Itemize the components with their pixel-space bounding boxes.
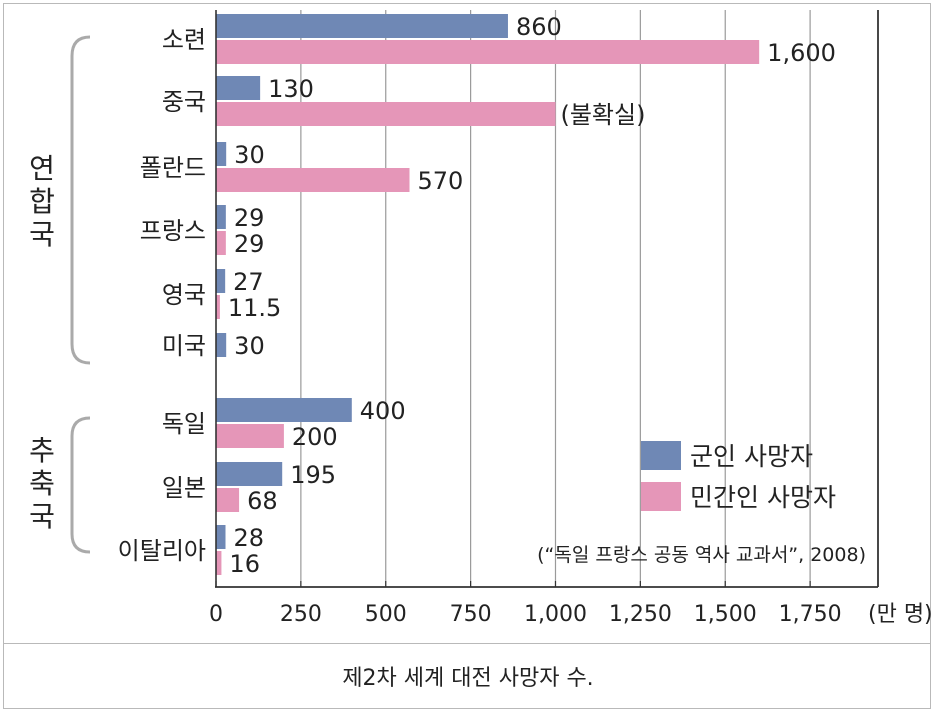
- x-tick-label-7: 1,750: [779, 602, 842, 627]
- bar-military-3: [216, 205, 226, 229]
- value-label-military-6: 400: [360, 397, 406, 425]
- group-label-allies-char-2: 국: [29, 218, 55, 251]
- category-label-7: 일본: [162, 474, 206, 502]
- value-label-civilian-7: 68: [247, 487, 278, 515]
- legend-label-civilian: 민간인 사망자: [690, 483, 836, 512]
- legend-swatch-military: [641, 441, 681, 470]
- bar-civilian-6: [216, 424, 284, 448]
- bar-military-4: [216, 269, 226, 293]
- group-label-axis-char-2: 국: [29, 500, 55, 533]
- value-label-military-4: 27: [233, 268, 264, 296]
- group-bracket-allies: [70, 35, 91, 365]
- value-label-military-1: 130: [268, 75, 314, 103]
- bar-civilian-3: [216, 231, 226, 255]
- category-label-5: 미국: [162, 332, 206, 360]
- bar-civilian-2: [216, 168, 410, 192]
- bar-military-5: [216, 333, 227, 357]
- value-label-military-3: 29: [234, 204, 265, 232]
- category-label-2: 폴란드: [140, 154, 206, 182]
- value-label-civilian-1: (불확실): [560, 101, 645, 129]
- bar-civilian-0: [216, 40, 760, 64]
- group-label-axis-char-0: 추: [29, 434, 55, 467]
- x-tick-label-4: 1,000: [524, 602, 587, 627]
- x-tick-label-3: 750: [450, 602, 492, 627]
- value-label-civilian-6: 200: [292, 423, 338, 451]
- value-label-civilian-2: 570: [418, 167, 464, 195]
- x-tick-label-6: 1,500: [694, 602, 757, 627]
- bar-civilian-8: [216, 551, 222, 575]
- value-label-military-7: 195: [290, 461, 336, 489]
- bar-civilian-4: [216, 295, 220, 319]
- category-label-4: 영국: [162, 281, 206, 309]
- bar-military-2: [216, 142, 227, 166]
- x-axis-unit: (만 명): [868, 602, 933, 627]
- category-label-0: 소련: [162, 26, 206, 54]
- figure-frame: [3, 3, 931, 709]
- x-tick-label-5: 1,250: [609, 602, 672, 627]
- group-bracket-axis: [70, 416, 91, 554]
- bar-civilian-1: [216, 102, 556, 126]
- source-note: (“독일 프랑스 공동 역사 교과서”, 2008): [537, 544, 866, 566]
- bar-military-1: [216, 76, 261, 100]
- group-label-axis-char-1: 축: [29, 467, 55, 500]
- value-label-military-0: 860: [516, 13, 562, 41]
- category-label-8: 이탈리아: [118, 537, 206, 565]
- bar-military-6: [216, 398, 352, 422]
- value-label-military-2: 30: [234, 141, 265, 169]
- figure-caption: 제2차 세계 대전 사망자 수.: [342, 666, 594, 691]
- value-label-military-5: 30: [234, 332, 265, 360]
- bar-civilian-7: [216, 488, 240, 512]
- bar-military-8: [216, 525, 226, 549]
- x-tick-label-2: 500: [365, 602, 407, 627]
- value-label-civilian-0: 1,600: [767, 39, 836, 67]
- caption-band: [4, 643, 930, 708]
- group-label-allies-char-1: 합: [29, 185, 55, 218]
- category-label-3: 프랑스: [140, 217, 206, 245]
- category-label-1: 중국: [162, 88, 206, 116]
- x-tick-label-1: 250: [280, 602, 322, 627]
- bar-military-0: [216, 14, 508, 38]
- value-label-civilian-3: 29: [234, 230, 265, 258]
- category-label-6: 독일: [162, 410, 206, 438]
- x-tick-label-0: 0: [209, 602, 223, 627]
- value-label-civilian-4: 11.5: [228, 294, 281, 322]
- bar-military-7: [216, 462, 283, 486]
- legend-swatch-civilian: [641, 482, 681, 511]
- value-label-military-8: 28: [234, 524, 265, 552]
- legend-label-military: 군인 사망자: [690, 442, 813, 471]
- value-label-civilian-8: 16: [229, 550, 260, 578]
- group-label-allies-char-0: 연: [29, 152, 55, 185]
